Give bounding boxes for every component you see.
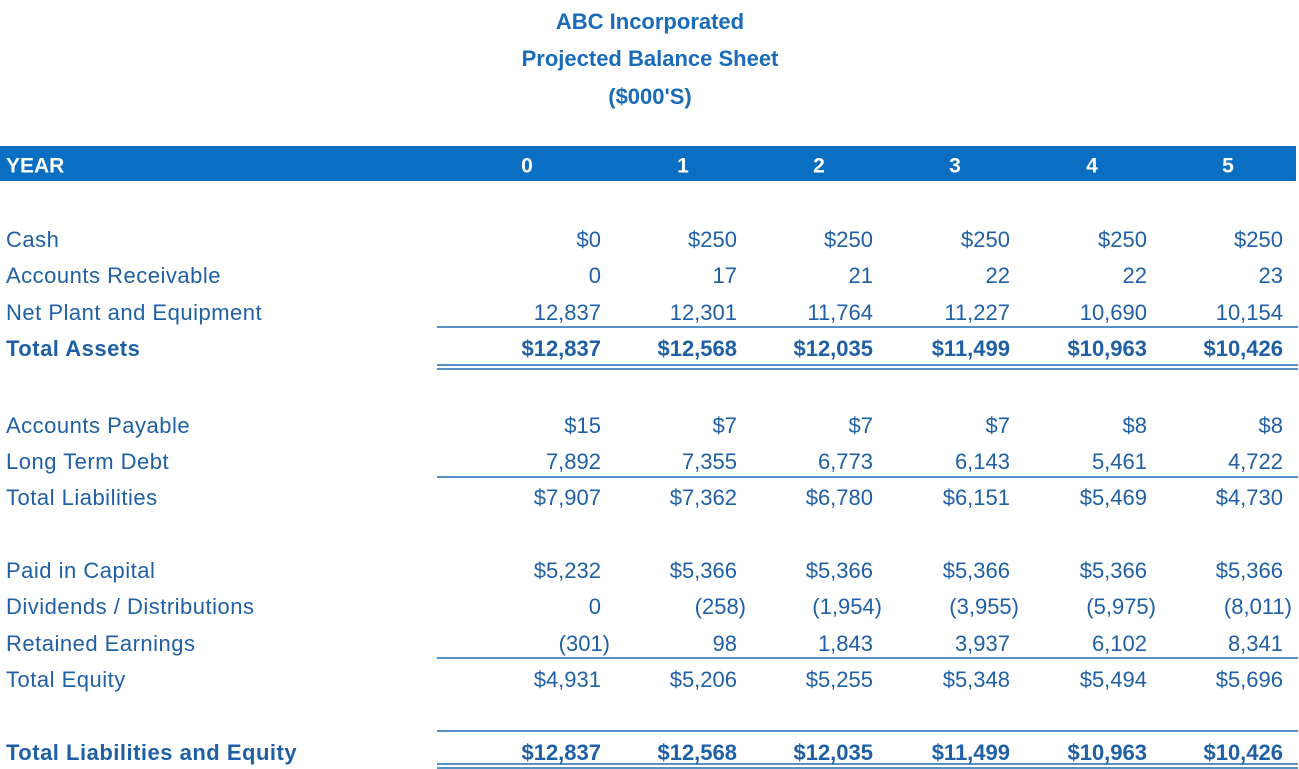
cell-value: $5,366 — [1216, 558, 1283, 583]
cell-value: $250 — [961, 227, 1010, 252]
cell-value: $12,837 — [521, 336, 601, 361]
cell-value: $12,035 — [793, 336, 873, 361]
cell-value: $5,494 — [1080, 667, 1147, 692]
cell-value: 4,722 — [1228, 449, 1283, 474]
cell-value: $250 — [688, 227, 737, 252]
cell-value: $10,426 — [1203, 740, 1283, 765]
cell-value: 11,764 — [807, 300, 873, 325]
cell-value: 6,102 — [1092, 631, 1147, 656]
column-header: 0 — [521, 155, 533, 178]
row-label: Paid in Capital — [6, 558, 155, 583]
row-label: Total Equity — [6, 667, 126, 692]
column-header: 2 — [813, 155, 825, 178]
column-header: 5 — [1222, 155, 1234, 178]
cell-value: $11,499 — [932, 336, 1010, 361]
cell-value: $250 — [824, 227, 873, 252]
cell-value: $250 — [1234, 227, 1283, 252]
cell-value: $10,963 — [1067, 336, 1147, 361]
subtitle: Projected Balance Sheet — [522, 46, 779, 71]
cell-value: 8,341 — [1228, 631, 1283, 656]
cell-value: $5,232 — [534, 558, 601, 583]
cell-value: $10,426 — [1203, 336, 1283, 361]
cell-value: $15 — [564, 413, 601, 438]
row-label: Retained Earnings — [6, 631, 196, 656]
cell-value: $6,780 — [806, 485, 873, 510]
cell-value: 98 — [713, 631, 737, 656]
column-header: YEAR — [6, 155, 64, 178]
cell-value: 22 — [986, 263, 1010, 288]
cell-value: $4,931 — [534, 667, 601, 692]
cell-value: 12,837 — [534, 300, 601, 325]
row-label: Accounts Payable — [6, 413, 190, 438]
cell-value: 6,143 — [955, 449, 1010, 474]
cell-value: 21 — [849, 263, 873, 288]
cell-value: 11,227 — [944, 300, 1010, 325]
cell-value: (5,975) — [1086, 594, 1156, 619]
cell-value: 23 — [1259, 263, 1283, 288]
cell-value: (301) — [559, 631, 610, 656]
cell-value: $12,837 — [521, 740, 601, 765]
cell-value: $7,362 — [670, 485, 737, 510]
cell-value: $12,035 — [793, 740, 873, 765]
units: ($000'S) — [608, 84, 692, 109]
cell-value: (1,954) — [812, 594, 882, 619]
cell-value: $5,366 — [670, 558, 737, 583]
column-header: 4 — [1086, 155, 1098, 178]
column-header: 1 — [677, 155, 689, 178]
row-label: Total Liabilities — [6, 485, 158, 510]
cell-value: 7,892 — [546, 449, 601, 474]
cell-value: $7 — [713, 413, 737, 438]
cell-value: (8,011) — [1224, 594, 1292, 619]
cell-value: $5,348 — [943, 667, 1010, 692]
cell-value: $6,151 — [943, 485, 1010, 510]
cell-value: 0 — [589, 594, 601, 619]
cell-value: $5,696 — [1216, 667, 1283, 692]
cell-value: $0 — [577, 227, 601, 252]
row-label: Long Term Debt — [6, 449, 169, 474]
row-label: Accounts Receivable — [6, 263, 221, 288]
column-header: 3 — [949, 155, 961, 178]
cell-value: $5,366 — [943, 558, 1010, 583]
cell-value: $12,568 — [657, 336, 737, 361]
cell-value: 10,154 — [1216, 300, 1283, 325]
row-label: Net Plant and Equipment — [6, 300, 262, 325]
header-bar — [0, 146, 1296, 181]
row-label: Total Liabilities and Equity — [6, 740, 297, 765]
cell-value: $10,963 — [1067, 740, 1147, 765]
cell-value: 17 — [713, 263, 737, 288]
row-label: Dividends / Distributions — [6, 594, 254, 619]
cell-value: $5,366 — [806, 558, 873, 583]
cell-value: 6,773 — [818, 449, 873, 474]
cell-value: $8 — [1259, 413, 1283, 438]
cell-value: 22 — [1123, 263, 1147, 288]
cell-value: 12,301 — [670, 300, 737, 325]
cell-value: 1,843 — [818, 631, 873, 656]
cell-value: $5,255 — [806, 667, 873, 692]
cell-value: $12,568 — [657, 740, 737, 765]
cell-value: $5,366 — [1080, 558, 1147, 583]
title: ABC Incorporated — [556, 9, 744, 34]
cell-value: $7 — [986, 413, 1010, 438]
row-label: Total Assets — [6, 336, 140, 361]
cell-value: $4,730 — [1216, 485, 1283, 510]
cell-value: 0 — [589, 263, 601, 288]
row-label: Cash — [6, 227, 59, 252]
cell-value: $11,499 — [932, 740, 1010, 765]
cell-value: (258) — [695, 594, 746, 619]
cell-value: $5,469 — [1080, 485, 1147, 510]
cell-value: $7 — [849, 413, 873, 438]
cell-value: $8 — [1123, 413, 1147, 438]
cell-value: $7,907 — [534, 485, 601, 510]
cell-value: (3,955) — [949, 594, 1019, 619]
cell-value: $250 — [1098, 227, 1147, 252]
cell-value: 5,461 — [1092, 449, 1147, 474]
cell-value: 7,355 — [682, 449, 737, 474]
cell-value: 10,690 — [1080, 300, 1147, 325]
cell-value: $5,206 — [670, 667, 737, 692]
cell-value: 3,937 — [955, 631, 1010, 656]
